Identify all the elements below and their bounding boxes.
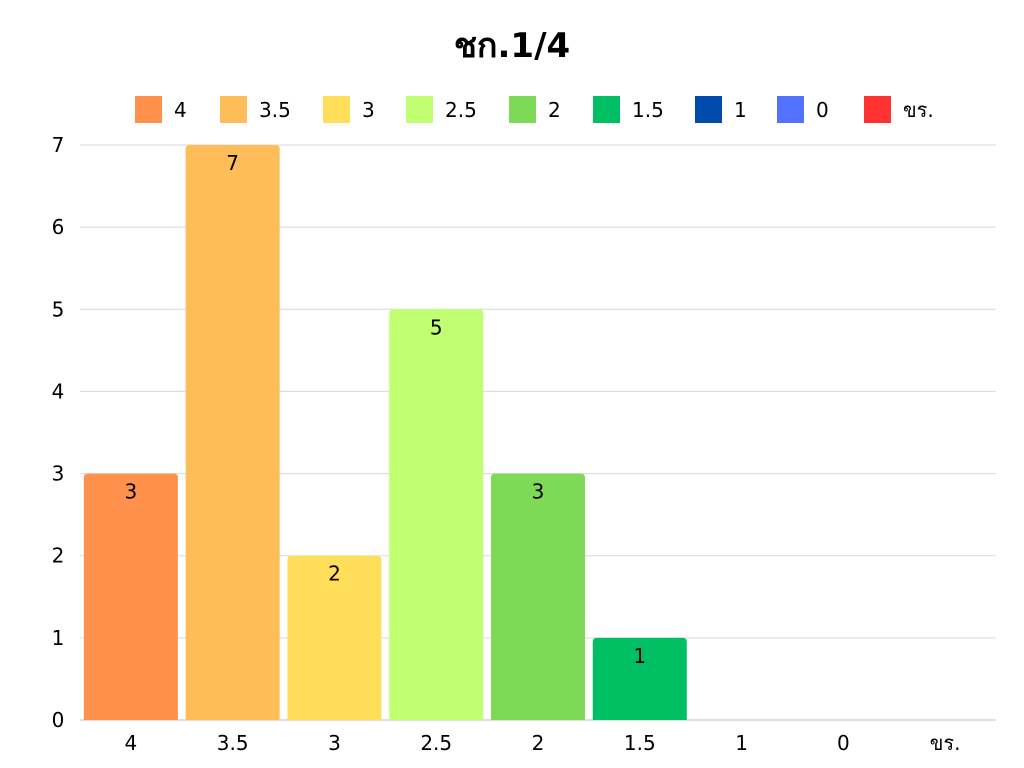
legend-item-3: 3 [323,96,375,123]
legend-swatch [323,96,350,123]
legend-swatch [406,96,433,123]
legend-swatch [695,96,722,123]
bar-2 [491,473,585,720]
bar-3.5 [185,145,280,720]
x-tick-label: ขร. [930,731,961,755]
x-tick-label: 3 [328,731,341,755]
legend-label: 2.5 [445,98,477,122]
legend-item-ขร.: ขร. [864,96,934,123]
legend-label: 4 [174,98,187,122]
data-label: 1 [633,644,646,668]
legend-label: ขร. [903,98,934,122]
y-tick-label: 0 [52,708,65,732]
data-label: 2 [328,562,341,586]
legend-swatch [135,96,162,123]
y-tick-label: 4 [52,379,65,403]
legend-item-0: 0 [777,96,829,123]
data-label: 3 [532,480,545,504]
bar-3 [287,555,382,720]
legend-item-4: 4 [135,96,187,123]
data-labels: 3 7 2 5 3 1 [125,151,647,668]
legend-item-2: 2 [509,96,561,123]
legend-item-1: 1 [695,96,747,123]
bar-4 [83,473,178,720]
y-tick-label: 7 [52,133,65,157]
y-tick-label: 5 [52,297,65,321]
data-label: 3 [125,480,138,504]
bars [83,145,687,720]
data-label: 7 [226,151,239,175]
legend-swatch [220,96,247,123]
x-tick-label: 2.5 [420,731,452,755]
x-axis-ticks: 4 3.5 3 2.5 2 1.5 1 0 ขร. [125,731,961,755]
legend-label: 0 [816,98,829,122]
y-tick-label: 2 [52,544,65,568]
x-tick-label: 2 [532,731,545,755]
x-tick-label: 0 [837,731,850,755]
y-axis-ticks: 0 1 2 3 4 5 6 7 [52,133,65,732]
bar-1.5 [592,637,687,720]
data-label: 5 [430,315,443,339]
legend-label: 3.5 [259,98,291,122]
y-tick-label: 3 [52,462,65,486]
x-tick-label: 4 [125,731,138,755]
legend-swatch [593,96,620,123]
legend-label: 2 [548,98,561,122]
y-tick-label: 6 [52,215,65,239]
bar-2.5 [389,309,484,720]
legend-item-2.5: 2.5 [406,96,477,123]
legend: 4 3.5 3 2.5 2 1.5 1 0 ขร. [135,96,934,123]
legend-swatch [777,96,804,123]
y-tick-label: 1 [52,626,65,650]
chart-title: ชก.1/4 [453,26,571,66]
legend-item-3.5: 3.5 [220,96,291,123]
x-tick-label: 3.5 [217,731,249,755]
legend-swatch [509,96,536,123]
x-tick-label: 1 [735,731,748,755]
x-tick-label: 1.5 [624,731,656,755]
legend-swatch [864,96,891,123]
legend-label: 1 [734,98,747,122]
legend-item-1.5: 1.5 [593,96,664,123]
legend-label: 1.5 [632,98,664,122]
legend-label: 3 [362,98,375,122]
